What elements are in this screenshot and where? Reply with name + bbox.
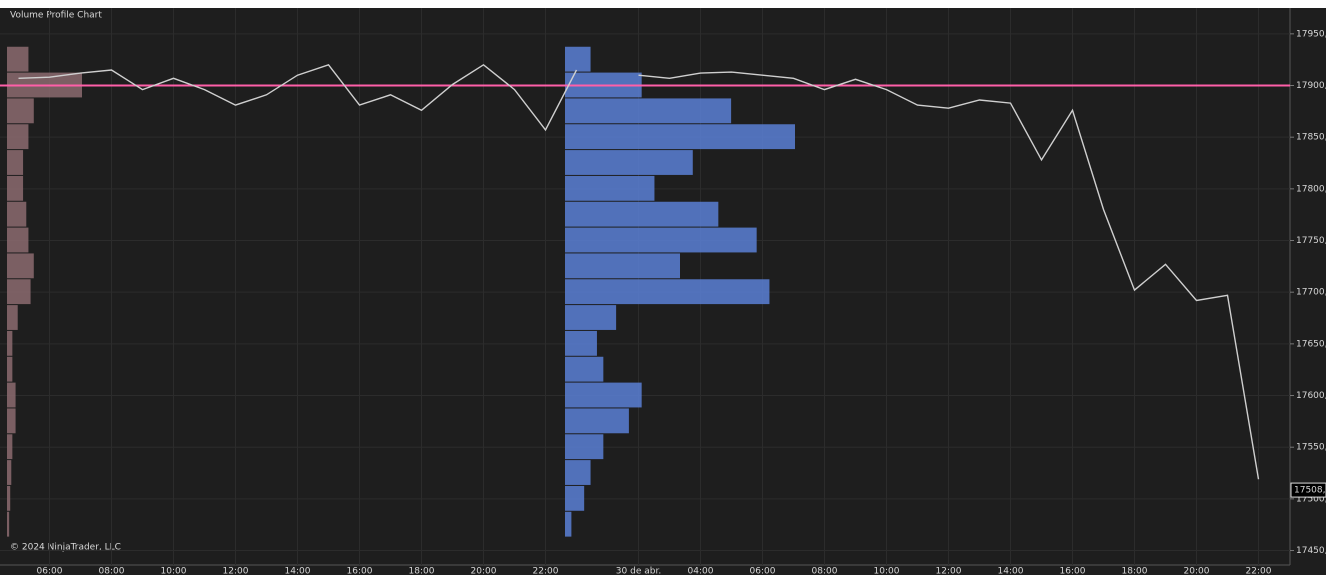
volume-profile-bar [565,46,591,72]
x-tick-label: 18:00 [1122,567,1148,575]
volume-profile-bar [565,511,572,537]
y-tick-label: 17800,0 [1296,184,1326,194]
y-tick-label: 17650,0 [1296,339,1326,349]
top-strip [0,0,1326,8]
last-price-box [1290,482,1326,498]
volume-profile-bar [565,98,732,124]
x-tick-label: 14:00 [285,567,311,575]
y-tick-label: 17600,0 [1296,391,1326,401]
volume-profile-bar [565,175,655,201]
volume-profile-bar [565,382,642,408]
volume-profile-bar [565,253,680,279]
volume-profile-bar [565,485,585,511]
volume-profile-bar [565,460,591,485]
volume-profile-bar [7,124,29,150]
volume-profile-bar [565,227,757,253]
volume-profile-bar [565,305,617,330]
x-tick-label: 08:00 [812,567,838,575]
volume-profile-bar [7,382,16,408]
volume-profile-bar [7,253,34,279]
x-tick-label: 08:00 [99,567,125,575]
volume-profile-bar [565,330,597,356]
x-tick-label: 14:00 [998,567,1024,575]
volume-profile-bar [7,485,11,511]
x-tick-label: 22:00 [1246,567,1272,575]
last-price-label: 17508,5 [1294,486,1326,496]
x-tick-label: 16:00 [347,567,373,575]
volume-profile-bar [565,279,770,305]
volume-profile-bar [565,434,604,460]
x-tick-label: 30 de abr. [616,567,661,575]
x-tick-label: 20:00 [471,567,497,575]
volume-profile-bar [7,408,16,434]
volume-profile-bar [7,227,29,253]
volume-profile-bar [565,201,719,227]
volume-profile-bar [7,150,24,175]
y-tick-label: 17450,0 [1296,546,1326,556]
x-tick-label: 12:00 [223,567,249,575]
chart-title: Volume Profile Chart [10,11,102,21]
volume-profile-bar [7,460,12,485]
price-line [18,63,1260,480]
y-tick-label: 17950,0 [1296,29,1326,39]
volume-profile-bar [565,356,604,382]
volume-profile-bar [7,279,31,305]
y-tick-label: 17900,0 [1296,81,1326,91]
x-tick-label: 04:00 [688,567,714,575]
volume-profile-bar [7,46,29,72]
volume-profile-bar [7,201,27,227]
volume-profile-bar [7,175,24,201]
x-tick-label: 10:00 [161,567,187,575]
volume-profile-bar [7,434,13,460]
x-tick-label: 10:00 [874,567,900,575]
volume-profile-bar [7,98,34,124]
x-tick-label: 06:00 [37,567,63,575]
x-tick-label: 18:00 [409,567,435,575]
y-tick-label: 17850,0 [1296,133,1326,143]
copyright: © 2024 NinjaTrader, LLC [10,543,121,553]
y-tick-label: 17700,0 [1296,288,1326,298]
y-tick-label: 17750,0 [1296,236,1326,246]
volume-profile-bar [7,356,13,382]
volume-profile-bar [565,124,795,150]
x-tick-label: 16:00 [1060,567,1086,575]
y-tick-label: 17550,0 [1296,443,1326,453]
x-tick-label: 06:00 [750,567,776,575]
volume-profile-bar [7,305,18,330]
volume-profile-bar [565,408,629,434]
volume-profile-bar [7,511,10,537]
x-tick-label: 12:00 [936,567,962,575]
volume-profile-bar [7,330,13,356]
volume-profile-bar [565,150,693,175]
x-tick-label: 20:00 [1184,567,1210,575]
y-tick-label: 17500,0 [1296,494,1326,504]
x-tick-label: 22:00 [533,567,559,575]
